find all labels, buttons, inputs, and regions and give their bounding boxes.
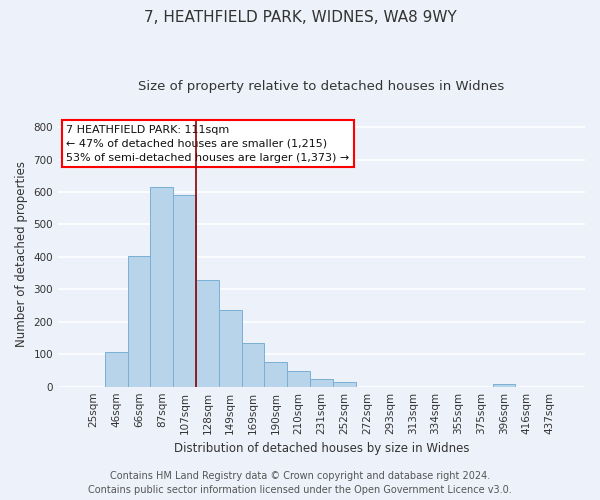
Title: Size of property relative to detached houses in Widnes: Size of property relative to detached ho… (139, 80, 505, 93)
Bar (287, 371, 310, 386)
Bar (242, 342, 265, 386)
Bar (151, 188, 173, 386)
Text: 7, HEATHFIELD PARK, WIDNES, WA8 9WY: 7, HEATHFIELD PARK, WIDNES, WA8 9WY (143, 10, 457, 25)
X-axis label: Distribution of detached houses by size in Widnes: Distribution of detached houses by size … (174, 442, 469, 455)
Text: 7 HEATHFIELD PARK: 111sqm
← 47% of detached houses are smaller (1,215)
53% of se: 7 HEATHFIELD PARK: 111sqm ← 47% of detac… (66, 124, 349, 162)
Bar (105, 352, 128, 386)
Text: Contains HM Land Registry data © Crown copyright and database right 2024.
Contai: Contains HM Land Registry data © Crown c… (88, 471, 512, 495)
Y-axis label: Number of detached properties: Number of detached properties (15, 160, 28, 346)
Bar (196, 280, 219, 386)
Bar (128, 256, 151, 386)
Bar (219, 310, 242, 386)
Bar (265, 362, 287, 386)
Bar (310, 378, 333, 386)
Bar (493, 384, 515, 386)
Bar (173, 195, 196, 386)
Bar (333, 382, 356, 386)
